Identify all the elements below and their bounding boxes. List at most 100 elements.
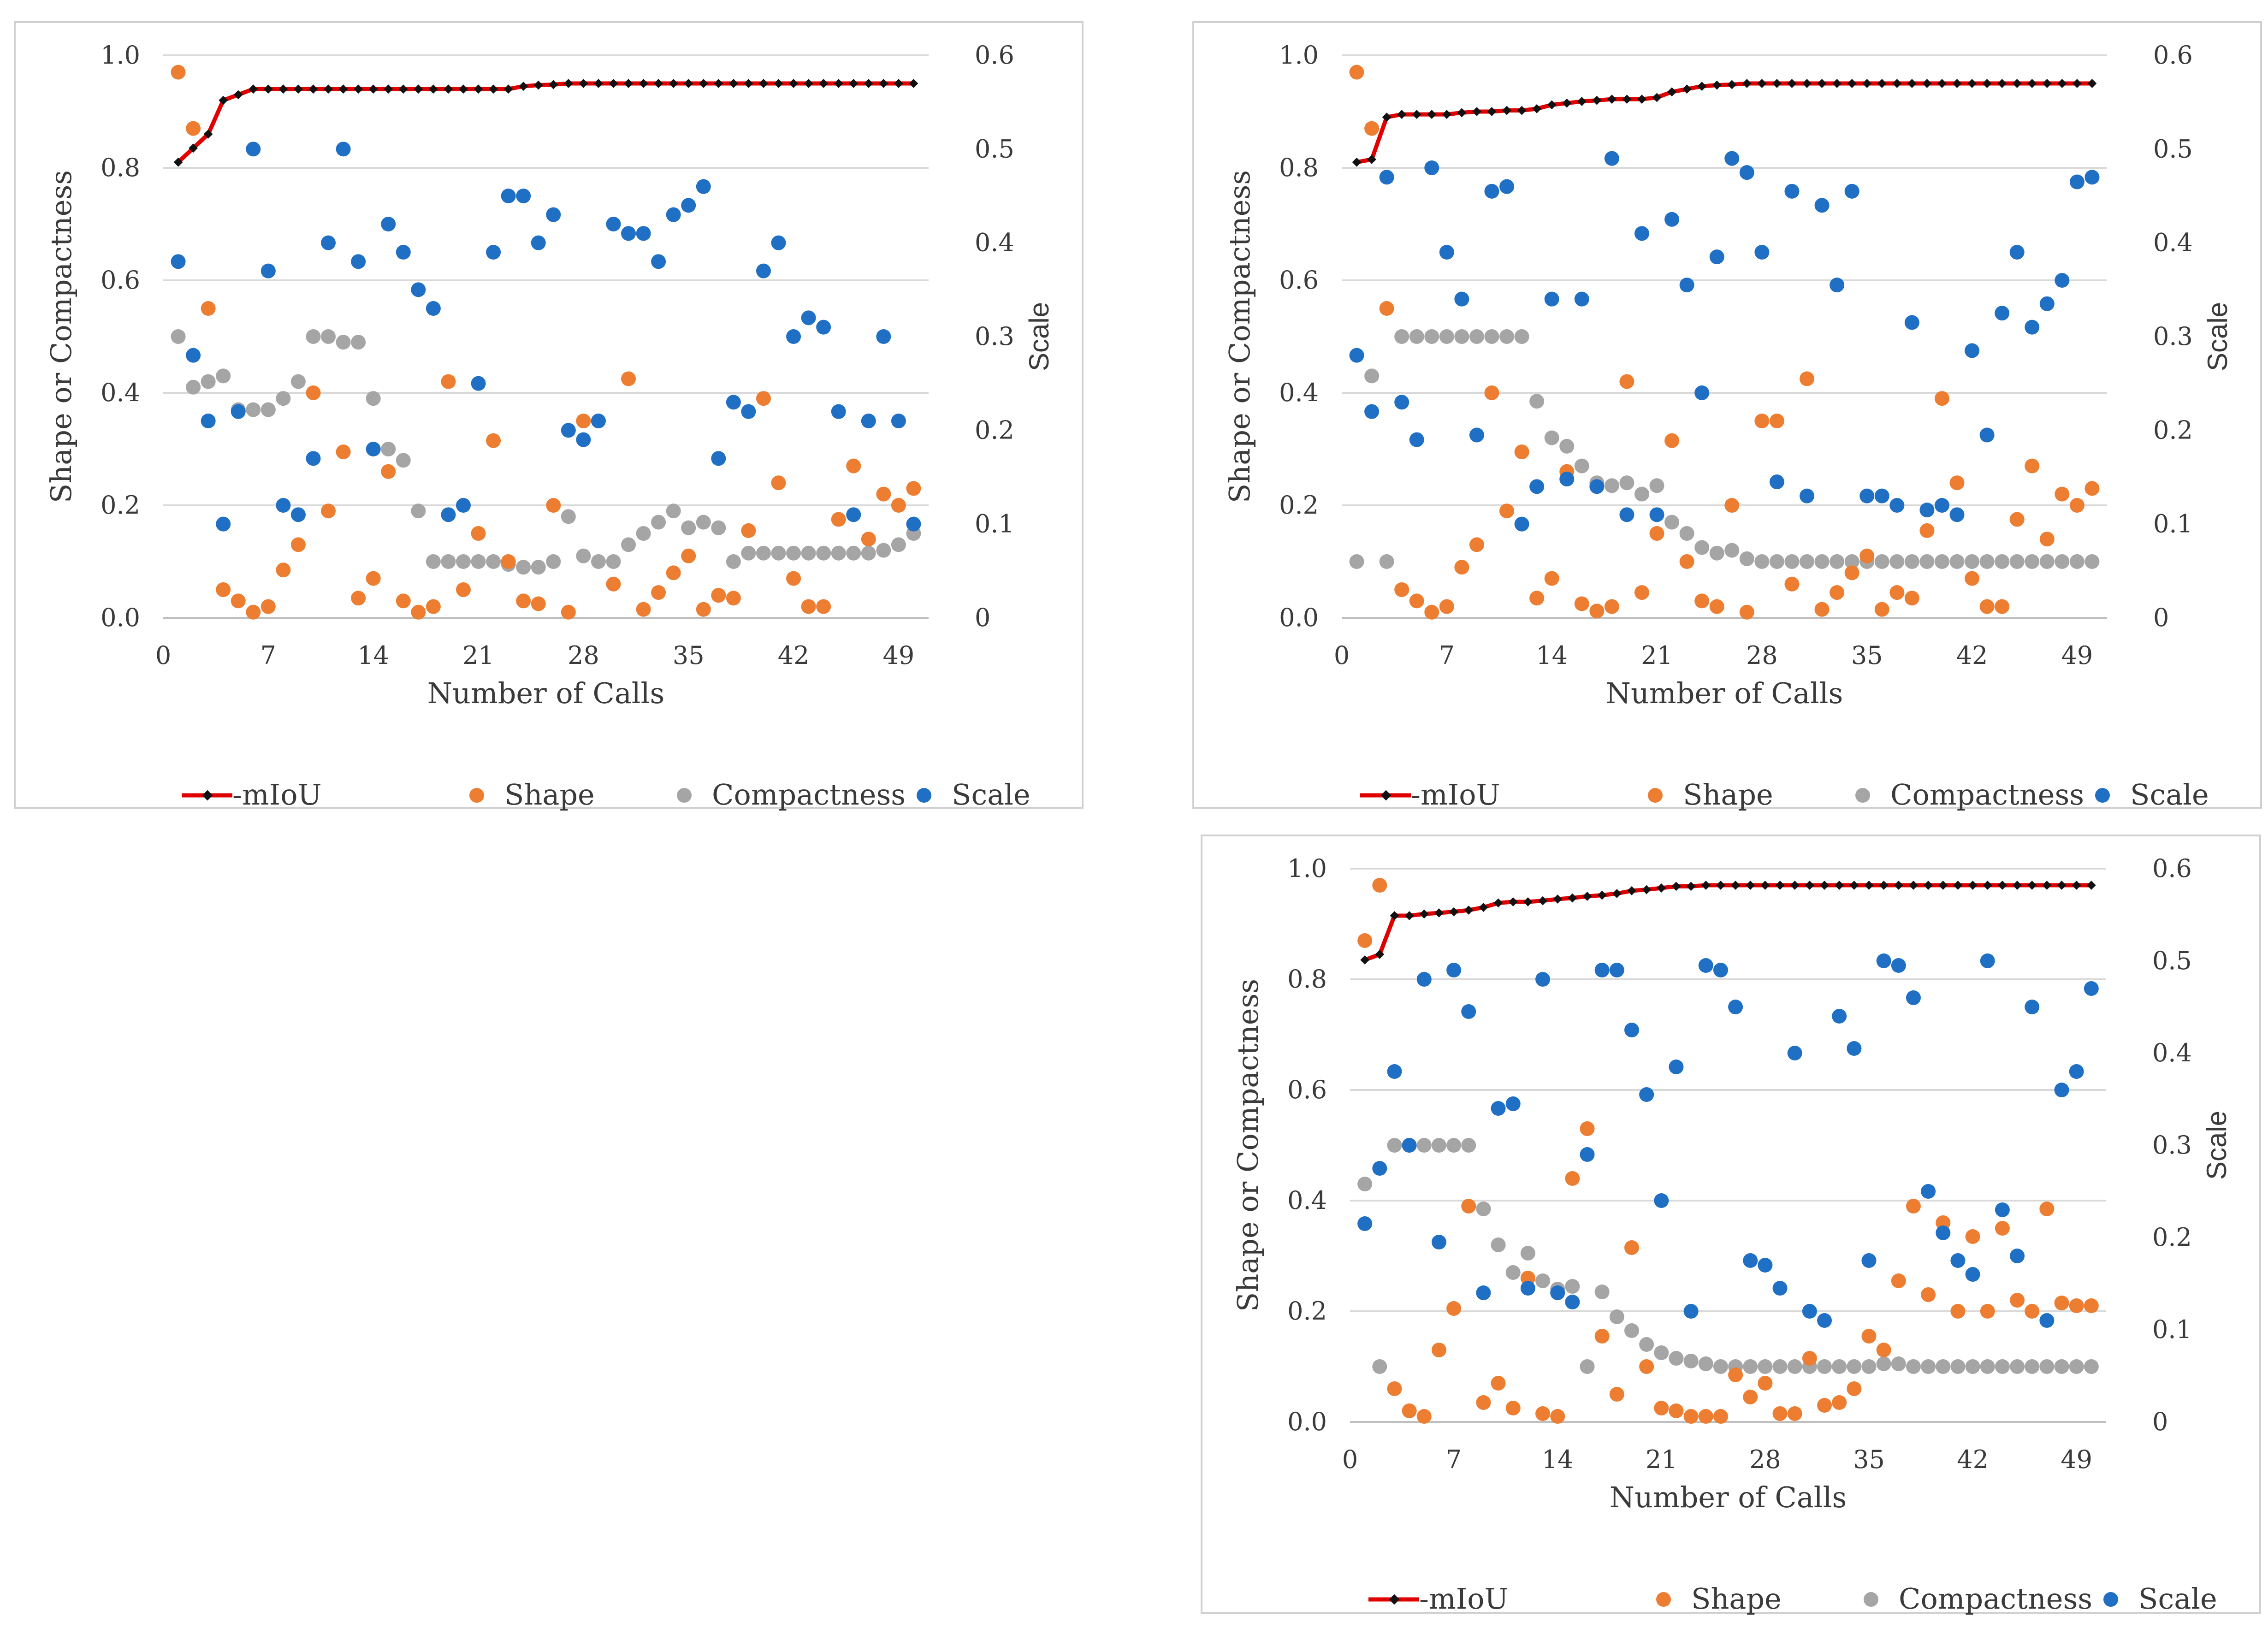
legend-label: Scale (2130, 778, 2209, 811)
miou-point (894, 79, 903, 88)
miou-point (1835, 881, 1844, 890)
scale-point (1476, 1285, 1491, 1300)
y-tick-label: 0.2 (101, 491, 140, 520)
miou-point (1612, 889, 1622, 898)
compactness-point (876, 543, 891, 558)
scale-point (1980, 953, 1995, 968)
shape-point (1679, 554, 1694, 569)
compactness-point (696, 515, 711, 530)
compactness-point (681, 520, 696, 535)
compactness-point (321, 329, 336, 344)
compactness-point (1364, 368, 1380, 384)
legend-shape-swatch (1656, 1592, 1671, 1607)
compactness-point (1416, 1138, 1432, 1153)
scale-point (216, 516, 231, 532)
shape-point (1609, 1387, 1624, 1402)
compactness-point (1921, 1359, 1936, 1374)
compactness-point (1649, 478, 1664, 493)
miou-point (669, 79, 678, 88)
scale-point (1950, 1253, 1966, 1268)
compactness-point (1619, 475, 1634, 491)
scale-point (1394, 395, 1409, 410)
compactness-point (1709, 545, 1724, 561)
scale-point (1649, 507, 1664, 522)
miou-point (1419, 909, 1429, 919)
shape-point (471, 526, 486, 541)
shape-point (1874, 602, 1889, 617)
y2-tick-label: 0.4 (975, 228, 1014, 257)
scale-point (336, 142, 351, 157)
scale-point (1713, 963, 1728, 977)
x-tick-label: 14 (1536, 641, 1568, 670)
shape-point (216, 582, 231, 597)
scale-point (1919, 503, 1935, 518)
shape-point (1416, 1409, 1432, 1424)
compactness-point (1669, 1351, 1684, 1366)
miou-point (444, 84, 453, 94)
shape-point (1784, 576, 1800, 592)
scale-point (1874, 488, 1889, 503)
scale-point (2084, 170, 2100, 185)
y-tick-label: 0.4 (1279, 378, 1319, 407)
miou-point (324, 84, 333, 94)
compactness-point (891, 537, 906, 552)
y-tick-label: 0.0 (1279, 603, 1319, 632)
shape-point (1728, 1368, 1743, 1382)
scale-point (1431, 1235, 1446, 1249)
y2-axis-title: Scale (2202, 302, 2233, 371)
compactness-point (1424, 329, 1439, 344)
scale-point (261, 263, 276, 278)
compactness-point (351, 335, 366, 350)
miou-point (728, 79, 738, 88)
shape-point (696, 602, 711, 617)
compactness-point (486, 554, 501, 569)
miou-point (579, 79, 588, 88)
y-tick-label: 1.0 (101, 41, 140, 70)
compactness-point (1594, 1285, 1610, 1299)
miou-point (2057, 881, 2067, 890)
y-tick-label: 1.0 (1287, 854, 1327, 883)
scale-point (351, 254, 366, 269)
miou-point (1671, 882, 1681, 891)
shape-point (1904, 591, 1919, 606)
scale-point (1847, 1041, 1862, 1056)
scale-point (726, 395, 741, 410)
miou-point (1894, 881, 1903, 890)
compactness-point (1950, 1359, 1966, 1374)
miou-point (233, 90, 243, 100)
miou-point (1983, 881, 1992, 890)
scale-point (831, 404, 846, 419)
y2-tick-label: 0.1 (975, 509, 1014, 539)
scale-point (531, 235, 546, 250)
shape-point (1476, 1395, 1491, 1410)
compactness-point (531, 560, 546, 575)
scale-point (1936, 1226, 1951, 1240)
compactness-point (1769, 554, 1784, 569)
compactness-point (246, 402, 261, 417)
miou-point (1879, 881, 1889, 890)
scale-point (1565, 1295, 1580, 1309)
compactness-point (1604, 478, 1619, 493)
compactness-point (711, 520, 726, 535)
scale-point (1364, 404, 1380, 419)
shape-point (1349, 65, 1364, 80)
miou-point (654, 79, 663, 88)
compactness-point (1919, 554, 1935, 569)
shape-point (666, 565, 681, 580)
y2-tick-label: 0 (2152, 1407, 2168, 1436)
compactness-point (1844, 554, 1859, 569)
shape-point (1995, 599, 2010, 614)
compactness-point (1439, 329, 1454, 344)
miou-point (1820, 881, 1829, 890)
shape-point (1372, 878, 1387, 893)
x-tick-label: 49 (883, 641, 915, 670)
scale-point (1619, 507, 1634, 522)
chart-3-svg: 0.0 0.2 0.4 0.6 0.8 1.0 0 0.1 0.2 0.3 0.4 0.5 0.6 0 7 1… (1231, 854, 2232, 1616)
miou-point (2013, 881, 2022, 890)
shape-point (276, 562, 291, 578)
compactness-point (290, 374, 306, 389)
chart-panel-3: 0.0 0.2 0.4 0.6 0.8 1.0 0 0.1 0.2 0.3 0.4 0.5 0.6 0 7 1… (1201, 835, 2261, 1616)
miou-point (1404, 911, 1414, 920)
miou-point (2042, 79, 2052, 88)
scale-point (186, 348, 201, 363)
